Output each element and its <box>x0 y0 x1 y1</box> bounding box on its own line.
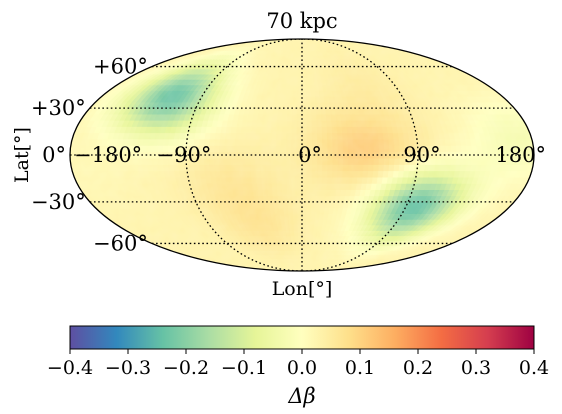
lon-tick-label: 90° <box>403 143 440 167</box>
lat-tick-labels: +60° +30° 0° −30° −60° <box>31 55 148 256</box>
colorbar: −0.4 −0.3 −0.2 −0.1 0.0 0.1 0.2 0.3 0.4 <box>47 325 549 379</box>
colorbar-gradient <box>69 325 535 350</box>
colorbar-tick-label: 0.1 <box>345 357 375 379</box>
colorbar-tick-label: 0.2 <box>403 357 433 379</box>
graticule <box>70 39 534 271</box>
lat-tick-label: −60° <box>93 231 148 255</box>
lon-tick-label: −90° <box>157 143 212 167</box>
lat-tick-label: 0° <box>42 143 66 167</box>
colorbar-tick-label: −0.1 <box>221 357 267 379</box>
colorbar-tick-label: −0.2 <box>163 357 209 379</box>
map-area <box>69 38 535 272</box>
lat-tick-label: +30° <box>31 96 86 120</box>
lon-tick-labels: −180° −90° 0° 90° 180° <box>74 143 546 167</box>
lat-tick-label: −30° <box>31 190 86 214</box>
map-boundary <box>69 38 535 272</box>
colorbar-ticks: −0.4 −0.3 −0.2 −0.1 0.0 0.1 0.2 0.3 0.4 <box>47 349 549 379</box>
colorbar-tick-label: −0.4 <box>47 357 93 379</box>
colorbar-label: Δβ <box>287 384 315 408</box>
chart-title: 70 kpc <box>266 9 337 33</box>
y-axis-label: Lat[°] <box>11 127 33 183</box>
colorbar-tick-label: 0.4 <box>519 357 549 379</box>
lon-tick-label: −180° <box>74 143 142 167</box>
lat-tick-label: +60° <box>93 55 148 79</box>
lon-tick-label: 180° <box>495 143 546 167</box>
lon-gridline <box>185 39 303 271</box>
lon-tick-label: 0° <box>298 143 322 167</box>
colorbar-tick-label: 0.0 <box>287 357 317 379</box>
colorbar-tick-label: −0.3 <box>105 357 151 379</box>
x-axis-label: Lon[°] <box>272 278 333 300</box>
colorbar-tick-label: 0.3 <box>461 357 491 379</box>
lon-gridline <box>301 39 419 271</box>
